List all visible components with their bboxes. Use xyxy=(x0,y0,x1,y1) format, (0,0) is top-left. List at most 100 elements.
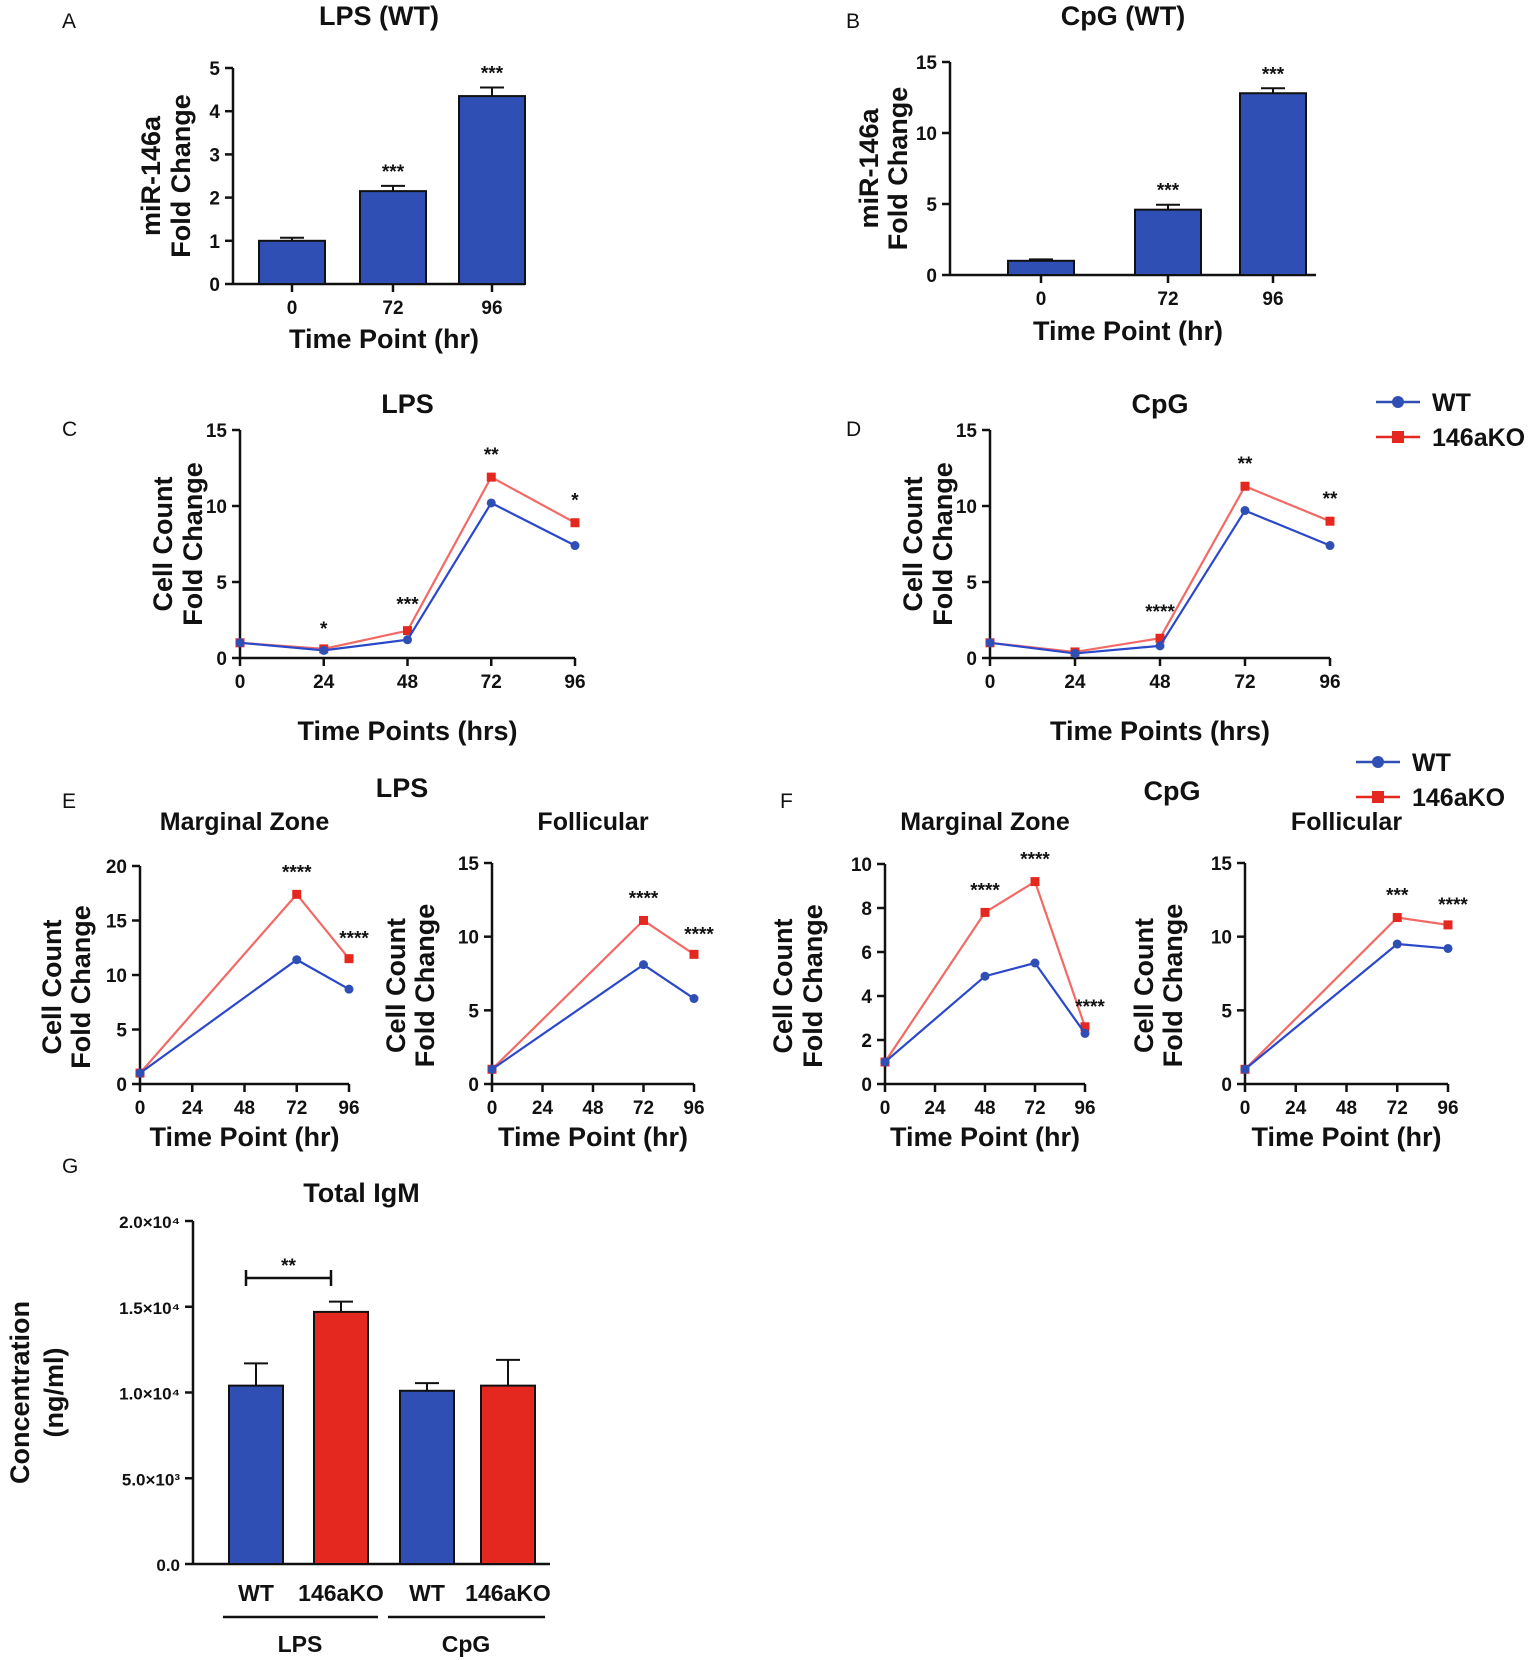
data-point-WT xyxy=(235,638,245,648)
x-tick-label: 48 xyxy=(1336,1098,1357,1119)
data-point-146aKO xyxy=(1443,920,1453,930)
chart-title: Follicular xyxy=(1291,808,1402,836)
x-axis-label: Time Point (hr) xyxy=(1033,316,1223,346)
x-tick-label: 96 xyxy=(1437,1098,1458,1119)
y-tick-label: 20 xyxy=(106,857,127,878)
group-title: CpG xyxy=(1144,776,1201,806)
x-tick-label: 0 xyxy=(235,672,246,693)
x-tick-label: 96 xyxy=(1262,289,1283,310)
x-tick-label: 72 xyxy=(1234,672,1255,693)
data-point-146aKO xyxy=(292,889,302,899)
y-axis-label: Fold Change xyxy=(798,904,828,1068)
y-axis-label: (ng/ml) xyxy=(39,1348,69,1438)
data-point-146aKO xyxy=(1392,913,1402,923)
group-title: LPS xyxy=(376,773,429,803)
x-axis-label: Time Point (hr) xyxy=(498,1122,688,1152)
y-axis-label: Fold Change xyxy=(178,462,208,626)
x-axis-label: Time Point (hr) xyxy=(890,1122,1080,1152)
significance-label: **** xyxy=(1438,895,1468,916)
legend-label: WT xyxy=(1412,749,1451,777)
chart-G: G Total IgM 0.0 5.0×10³ 1.0×10⁴ 1.5×10⁴ 2.0×10… xyxy=(5,1155,551,1657)
chart-D: D CpG 0 5 10 15 0 24 48 72 96 Cell Count Fold Change… xyxy=(846,389,1341,746)
y-tick-label: 0 xyxy=(216,649,227,670)
x-axis-label: Time Point (hr) xyxy=(289,324,479,354)
chart-title: Marginal Zone xyxy=(160,808,330,836)
data-point-WT xyxy=(570,541,580,551)
x-tick-label: 96 xyxy=(683,1098,704,1119)
data-point-146aKO xyxy=(403,626,412,636)
x-tick-label: 96 xyxy=(564,672,585,693)
y-tick-label: 15 xyxy=(106,912,128,933)
panel-label: E xyxy=(62,790,76,813)
y-tick-label: 3 xyxy=(209,145,220,166)
significance-label: **** xyxy=(1075,997,1105,1018)
data-point-WT xyxy=(985,638,995,648)
y-tick-label: 10 xyxy=(956,497,977,518)
chart-title: CpG xyxy=(1132,389,1189,419)
x-tick-label: 146aKO xyxy=(298,1580,384,1606)
y-axis-label: miR-146a xyxy=(854,107,884,228)
x-tick-label: 48 xyxy=(582,1098,603,1119)
y-axis: 0 1 2 3 4 5 xyxy=(209,59,235,296)
legend-label: 146aKO xyxy=(1432,424,1525,452)
y-tick-label: 15 xyxy=(916,53,938,74)
bar xyxy=(313,1310,369,1566)
y-axis-label: Fold Change xyxy=(1158,904,1188,1068)
series-line-146aKO xyxy=(1244,916,1449,1071)
y-tick-label: 5 xyxy=(116,1021,127,1042)
significance-label: *** xyxy=(1157,181,1180,202)
legend-label: 146aKO xyxy=(1412,784,1505,812)
data-point-WT xyxy=(403,635,412,645)
y-tick-label: 10 xyxy=(851,855,872,876)
chart-title: Marginal Zone xyxy=(900,808,1070,836)
data-point-WT xyxy=(319,645,329,655)
data-point-WT xyxy=(1392,939,1402,949)
bar xyxy=(359,190,427,285)
y-axis-label: Cell Count xyxy=(148,477,178,612)
significance-label: ** xyxy=(1323,489,1338,510)
y-tick-label: 5 xyxy=(966,573,977,594)
significance-label: * xyxy=(571,491,579,512)
chart-B: B CpG (WT) 0 5 10 15 miR-146a Fold Change 0 72 ***… xyxy=(846,1,1316,346)
x-tick-label: 96 xyxy=(1319,672,1340,693)
bar xyxy=(1007,259,1075,276)
data-point-WT xyxy=(1070,648,1080,658)
data-point-WT xyxy=(135,1068,145,1078)
chart-title: CpG (WT) xyxy=(1061,1,1185,31)
y-axis: 0 5 10 15 xyxy=(956,421,992,670)
x-tick-label: WT xyxy=(409,1580,445,1606)
y-tick-label: 0 xyxy=(926,266,937,287)
x-axis-label: Time Point (hr) xyxy=(1251,1122,1441,1152)
data-point-WT xyxy=(1240,1064,1250,1074)
x-tick-label: 72 xyxy=(481,672,502,693)
data-point-146aKO xyxy=(344,954,354,964)
x-tick-label: 72 xyxy=(382,298,403,319)
group-label: LPS xyxy=(278,1631,323,1657)
panel-label: A xyxy=(62,10,76,33)
data-point-WT xyxy=(1080,1028,1090,1038)
significance-label: *** xyxy=(382,162,405,183)
significance-label: ** xyxy=(1238,454,1253,475)
y-axis: 0 5 10 15 xyxy=(916,53,952,287)
x-tick-label: 0 xyxy=(287,298,298,319)
y-axis-label: Fold Change xyxy=(66,905,96,1069)
x-tick-label: 48 xyxy=(1149,672,1170,693)
y-tick-label: 15 xyxy=(458,854,480,875)
x-axis-label: Time Point (hr) xyxy=(149,1122,339,1152)
panel-label: C xyxy=(62,418,77,441)
x-tick-label: 96 xyxy=(481,298,502,319)
significance-label: *** xyxy=(1262,64,1285,85)
panel-label: F xyxy=(780,790,793,813)
y-axis-label: Cell Count xyxy=(1129,918,1159,1053)
chart-title: LPS xyxy=(381,389,434,419)
y-tick-label: 10 xyxy=(916,124,937,145)
x-tick-label: 96 xyxy=(1074,1098,1095,1119)
legend-marker xyxy=(1372,791,1384,803)
x-tick-label: 72 xyxy=(1024,1098,1045,1119)
x-tick-label: 0 xyxy=(985,672,996,693)
data-point-WT xyxy=(344,984,354,994)
y-tick-label: 0 xyxy=(116,1075,127,1096)
data-point-146aKO xyxy=(570,518,580,528)
y-axis-label: Fold Change xyxy=(410,904,440,1068)
